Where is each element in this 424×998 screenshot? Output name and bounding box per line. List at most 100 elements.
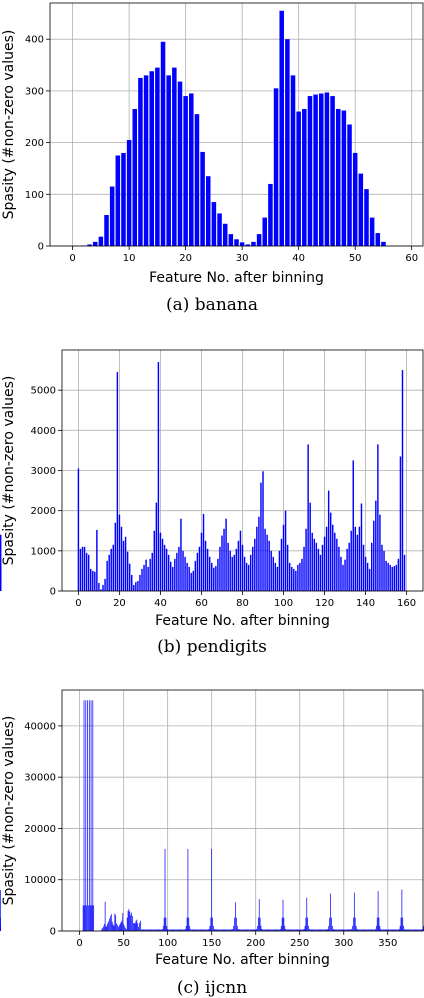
bar xyxy=(362,544,365,591)
bar xyxy=(252,546,254,591)
bar xyxy=(268,540,270,591)
bar xyxy=(105,926,107,931)
bar xyxy=(241,544,244,591)
bar xyxy=(176,929,177,931)
bar xyxy=(218,929,220,931)
bar xyxy=(203,929,205,931)
x-axis-label: Feature No. after binning xyxy=(155,613,330,629)
bar xyxy=(419,929,420,931)
bar xyxy=(115,155,121,246)
bar xyxy=(352,460,354,591)
bar xyxy=(230,929,232,931)
bar xyxy=(420,929,422,931)
bar xyxy=(151,929,153,931)
bar xyxy=(142,929,144,931)
bar xyxy=(390,929,392,931)
bar xyxy=(421,929,423,931)
bar xyxy=(127,911,129,931)
bar xyxy=(302,108,307,246)
bar xyxy=(199,929,200,931)
bar xyxy=(92,700,94,931)
bar xyxy=(136,919,138,931)
bar xyxy=(205,176,211,246)
bar xyxy=(272,929,273,931)
bar xyxy=(307,96,313,246)
bar xyxy=(200,929,202,931)
bar xyxy=(364,556,367,591)
bar xyxy=(338,929,339,931)
bar xyxy=(256,234,262,246)
bar xyxy=(213,567,215,591)
bar xyxy=(180,518,182,591)
bar xyxy=(260,482,262,591)
bar xyxy=(0,917,1,931)
bar xyxy=(403,554,406,591)
x-tick-label: 0 xyxy=(69,253,75,264)
bar xyxy=(330,893,331,931)
bar xyxy=(264,929,265,931)
bar xyxy=(0,889,1,931)
bar xyxy=(231,929,233,931)
bar xyxy=(278,550,281,591)
bar xyxy=(161,538,164,591)
x-tick-label: 20 xyxy=(113,598,126,609)
bar xyxy=(340,929,342,931)
x-tick-label: 120 xyxy=(315,598,334,609)
bar xyxy=(354,917,356,931)
bar xyxy=(172,67,177,247)
bar xyxy=(298,929,300,931)
bar xyxy=(143,75,149,246)
bar xyxy=(157,929,159,931)
bar xyxy=(373,520,375,591)
bar xyxy=(375,233,381,246)
bar xyxy=(173,929,175,931)
bar xyxy=(166,75,171,246)
bar xyxy=(311,929,313,931)
bar xyxy=(200,151,205,246)
bar xyxy=(157,362,160,591)
x-tick-label: 80 xyxy=(236,598,249,609)
bar xyxy=(128,563,131,591)
y-axis-label: Spasity (#non-zero values) xyxy=(1,376,17,566)
bar xyxy=(256,928,257,931)
bar xyxy=(324,929,326,931)
x-tick-label: 250 xyxy=(290,938,309,949)
bar xyxy=(330,96,335,246)
bar xyxy=(204,540,207,591)
bar xyxy=(385,560,387,591)
bar xyxy=(353,892,355,931)
bar xyxy=(239,530,242,591)
bar xyxy=(164,848,166,931)
bar xyxy=(226,929,228,931)
bar xyxy=(202,929,204,931)
bar xyxy=(184,556,186,591)
bar xyxy=(151,552,153,591)
bar xyxy=(113,925,115,931)
bar xyxy=(319,929,321,931)
bar xyxy=(286,929,287,931)
bar xyxy=(255,929,257,931)
bar xyxy=(287,929,289,931)
bar xyxy=(155,67,160,247)
x-tick-label: 50 xyxy=(117,938,130,949)
bar xyxy=(339,929,341,931)
bar xyxy=(365,929,367,931)
bar xyxy=(342,564,344,591)
bar xyxy=(270,550,272,591)
bar xyxy=(213,925,214,931)
bar xyxy=(302,929,303,931)
bar xyxy=(155,929,157,931)
bar xyxy=(418,929,419,931)
bar xyxy=(86,905,88,931)
bar xyxy=(192,570,194,591)
bar xyxy=(377,891,379,931)
bar xyxy=(285,928,286,931)
bar xyxy=(243,929,245,931)
bar xyxy=(87,244,92,246)
bar xyxy=(297,564,299,591)
bar xyxy=(223,528,225,591)
bar xyxy=(420,929,421,931)
bar xyxy=(126,917,128,931)
bar xyxy=(318,929,320,931)
bar xyxy=(112,544,114,591)
